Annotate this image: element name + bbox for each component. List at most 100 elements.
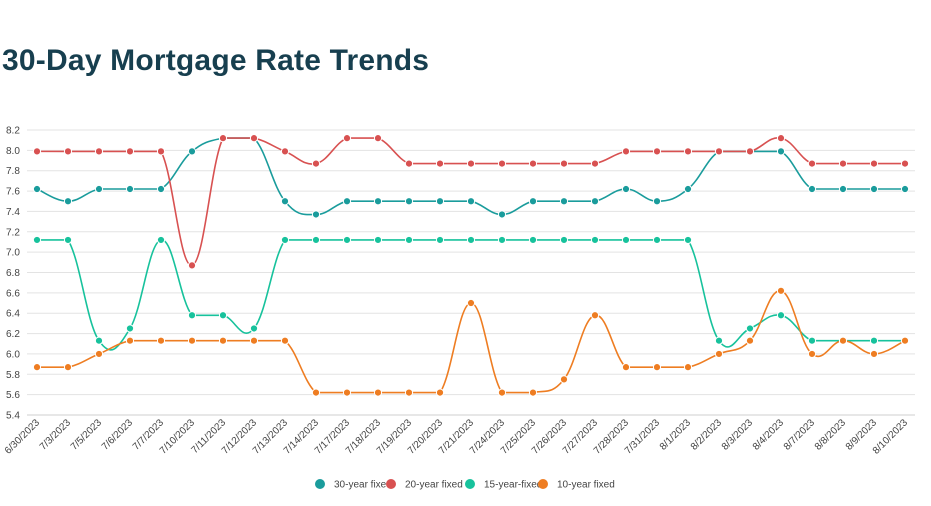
legend-marker[interactable]	[538, 479, 548, 489]
data-point[interactable]	[311, 235, 321, 245]
data-point[interactable]	[187, 311, 197, 320]
data-point[interactable]	[590, 159, 600, 168]
data-point[interactable]	[63, 363, 73, 372]
data-point[interactable]	[125, 324, 135, 333]
data-point[interactable]	[590, 235, 600, 245]
data-point[interactable]	[869, 349, 879, 359]
data-point[interactable]	[218, 311, 228, 320]
data-point[interactable]	[745, 324, 755, 333]
data-point[interactable]	[497, 235, 507, 245]
data-point[interactable]	[342, 235, 352, 245]
data-point[interactable]	[156, 184, 166, 194]
data-point[interactable]	[32, 235, 42, 245]
data-point[interactable]	[342, 197, 352, 206]
data-point[interactable]	[497, 210, 507, 219]
data-point[interactable]	[621, 235, 631, 245]
data-point[interactable]	[714, 349, 724, 359]
data-point[interactable]	[404, 159, 414, 168]
data-point[interactable]	[683, 147, 693, 156]
legend-marker[interactable]	[315, 479, 325, 489]
data-point[interactable]	[63, 235, 73, 245]
data-point[interactable]	[218, 134, 228, 143]
data-point[interactable]	[652, 235, 662, 245]
data-point[interactable]	[218, 336, 228, 345]
data-point[interactable]	[497, 159, 507, 168]
data-point[interactable]	[869, 336, 879, 345]
data-point[interactable]	[94, 147, 104, 156]
data-point[interactable]	[249, 134, 259, 143]
data-point[interactable]	[900, 336, 910, 345]
data-point[interactable]	[869, 159, 879, 168]
data-point[interactable]	[249, 336, 259, 345]
data-point[interactable]	[94, 336, 104, 345]
data-point[interactable]	[776, 311, 786, 320]
data-point[interactable]	[776, 147, 786, 156]
data-point[interactable]	[280, 197, 290, 206]
data-point[interactable]	[838, 336, 848, 345]
data-point[interactable]	[900, 159, 910, 168]
data-point[interactable]	[652, 197, 662, 206]
data-point[interactable]	[187, 147, 197, 156]
data-point[interactable]	[590, 197, 600, 206]
data-point[interactable]	[745, 336, 755, 345]
data-point[interactable]	[652, 147, 662, 156]
data-point[interactable]	[466, 159, 476, 168]
data-point[interactable]	[466, 235, 476, 245]
data-point[interactable]	[714, 147, 724, 156]
data-point[interactable]	[311, 210, 321, 219]
data-point[interactable]	[63, 197, 73, 206]
data-point[interactable]	[838, 184, 848, 194]
data-point[interactable]	[466, 298, 476, 308]
data-point[interactable]	[869, 184, 879, 194]
data-point[interactable]	[652, 363, 662, 372]
data-point[interactable]	[559, 159, 569, 168]
data-point[interactable]	[94, 349, 104, 359]
data-point[interactable]	[621, 184, 631, 194]
data-point[interactable]	[807, 336, 817, 345]
data-point[interactable]	[342, 388, 352, 397]
data-point[interactable]	[528, 197, 538, 206]
data-point[interactable]	[683, 363, 693, 372]
data-point[interactable]	[187, 336, 197, 345]
data-point[interactable]	[125, 336, 135, 345]
legend-label[interactable]: 30-year fixed	[334, 480, 392, 491]
data-point[interactable]	[435, 235, 445, 245]
data-point[interactable]	[373, 197, 383, 206]
data-point[interactable]	[621, 147, 631, 156]
data-point[interactable]	[714, 336, 724, 345]
data-point[interactable]	[435, 197, 445, 206]
data-point[interactable]	[466, 197, 476, 206]
data-point[interactable]	[435, 388, 445, 397]
data-point[interactable]	[125, 184, 135, 194]
data-point[interactable]	[373, 388, 383, 397]
legend-label[interactable]: 15-year-fixed	[484, 480, 542, 491]
data-point[interactable]	[590, 311, 600, 320]
data-point[interactable]	[63, 147, 73, 156]
data-point[interactable]	[776, 286, 786, 295]
data-point[interactable]	[528, 388, 538, 397]
data-point[interactable]	[900, 184, 910, 194]
data-point[interactable]	[280, 336, 290, 345]
data-point[interactable]	[94, 184, 104, 194]
data-point[interactable]	[156, 235, 166, 245]
data-point[interactable]	[280, 235, 290, 245]
data-point[interactable]	[156, 336, 166, 345]
data-point[interactable]	[404, 197, 414, 206]
data-point[interactable]	[683, 235, 693, 245]
data-point[interactable]	[807, 184, 817, 194]
data-point[interactable]	[32, 147, 42, 156]
data-point[interactable]	[807, 349, 817, 359]
data-point[interactable]	[280, 147, 290, 156]
data-point[interactable]	[435, 159, 445, 168]
legend-marker[interactable]	[465, 479, 475, 489]
data-point[interactable]	[311, 159, 321, 168]
legend-marker[interactable]	[386, 479, 396, 489]
data-point[interactable]	[807, 159, 817, 168]
data-point[interactable]	[528, 159, 538, 168]
data-point[interactable]	[404, 235, 414, 245]
data-point[interactable]	[187, 261, 197, 270]
data-point[interactable]	[621, 363, 631, 372]
data-point[interactable]	[776, 134, 786, 143]
data-point[interactable]	[745, 147, 755, 156]
data-point[interactable]	[404, 388, 414, 397]
